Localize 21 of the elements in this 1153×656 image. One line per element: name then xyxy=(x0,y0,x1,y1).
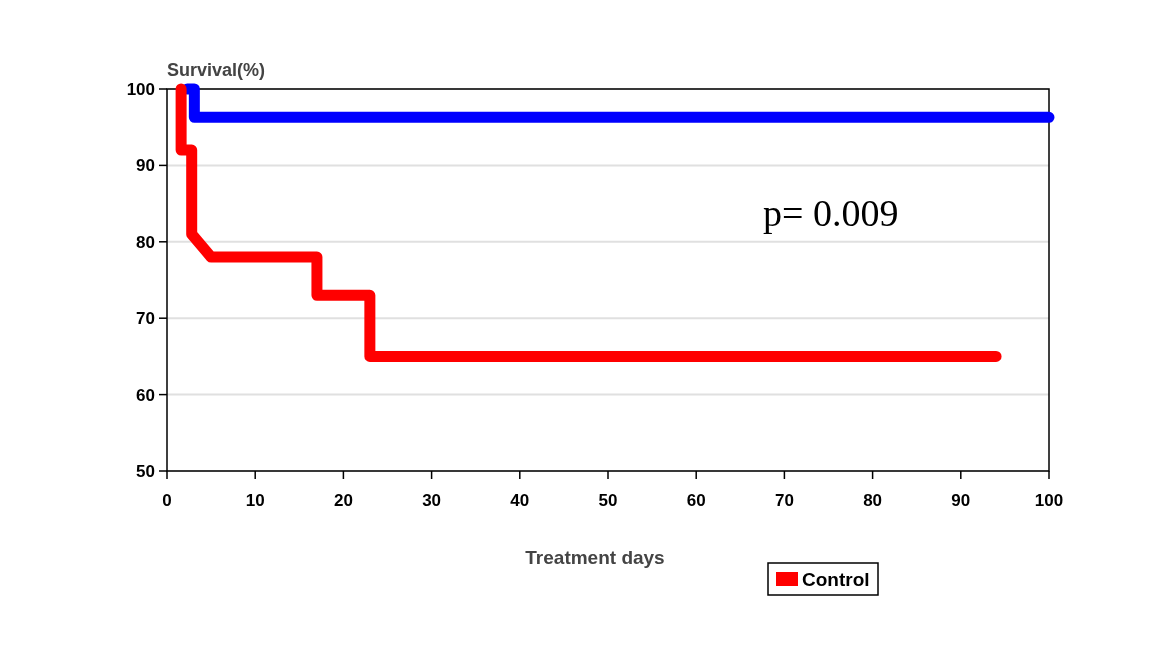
x-tick-label: 30 xyxy=(422,491,442,510)
x-tick-label: 80 xyxy=(863,491,883,510)
x-tick-label: 0 xyxy=(162,491,172,510)
legend-label: Control xyxy=(802,569,870,590)
y-tick-label: 60 xyxy=(136,385,155,405)
x-tick-label: 100 xyxy=(1034,491,1064,510)
y-tick-label: 70 xyxy=(136,309,155,329)
x-tick-label: 50 xyxy=(598,491,618,510)
y-tick-label: 100 xyxy=(126,79,155,99)
annotation: p= 0.009 xyxy=(763,192,899,234)
y-tick-label: 50 xyxy=(136,461,155,481)
x-axis-title: Treatment days xyxy=(525,547,665,568)
x-tick-label: 20 xyxy=(333,491,353,510)
y-axis-title: Survival(%) xyxy=(167,60,266,80)
y-tick-label: 80 xyxy=(136,232,155,252)
y-tick-label: 90 xyxy=(136,156,155,176)
x-tick-label: 60 xyxy=(686,491,706,510)
x-tick-label: 10 xyxy=(245,491,265,510)
x-tick-label: 70 xyxy=(774,491,794,510)
x-tick-label: 40 xyxy=(510,491,530,510)
x-tick-label: 90 xyxy=(951,491,971,510)
